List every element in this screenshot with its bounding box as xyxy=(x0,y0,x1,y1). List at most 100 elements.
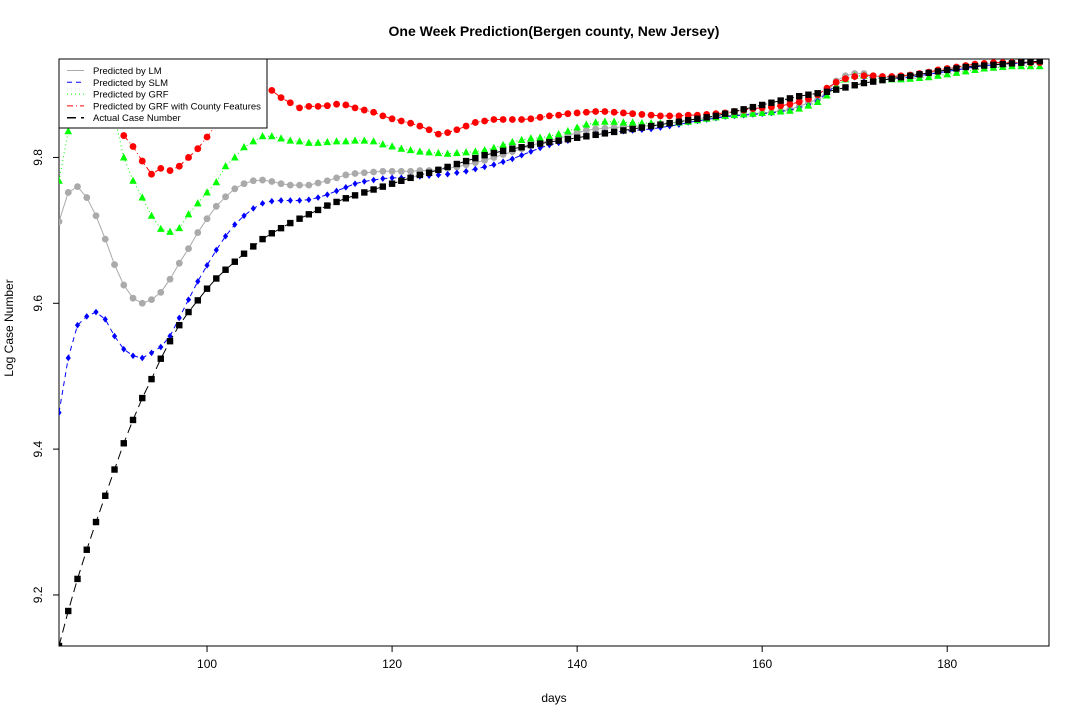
data-point xyxy=(499,140,507,149)
data-point xyxy=(601,124,609,132)
data-point xyxy=(990,61,997,69)
data-point xyxy=(129,143,137,150)
series-line xyxy=(59,65,1040,233)
data-point xyxy=(102,316,108,323)
data-point xyxy=(628,118,637,126)
data-point xyxy=(481,152,488,159)
data-point xyxy=(592,125,600,133)
data-point xyxy=(249,137,258,145)
data-point xyxy=(758,108,766,116)
data-point xyxy=(453,160,461,168)
data-point xyxy=(675,112,683,120)
data-point xyxy=(758,101,766,109)
data-point xyxy=(416,122,424,130)
data-point xyxy=(592,108,600,115)
data-point xyxy=(120,440,127,447)
data-point xyxy=(554,129,563,138)
series-line xyxy=(123,62,1040,175)
data-point xyxy=(111,332,118,340)
data-point xyxy=(564,110,572,118)
data-point xyxy=(694,115,701,122)
data-point xyxy=(1018,59,1025,66)
data-point xyxy=(74,183,81,191)
data-point xyxy=(490,143,498,151)
data-point xyxy=(230,153,239,161)
data-point xyxy=(176,321,183,329)
data-point xyxy=(314,138,322,146)
data-point xyxy=(129,176,137,184)
data-point xyxy=(435,171,441,179)
data-point xyxy=(193,199,202,207)
data-point xyxy=(259,176,266,184)
data-point xyxy=(379,183,387,190)
data-point xyxy=(434,148,443,157)
data-point xyxy=(231,258,238,265)
data-point xyxy=(721,110,729,117)
data-point xyxy=(480,145,489,154)
data-point xyxy=(157,355,164,362)
data-point xyxy=(157,164,165,172)
data-point xyxy=(454,169,460,177)
data-point xyxy=(120,132,128,139)
data-point xyxy=(306,196,312,204)
data-point xyxy=(351,104,359,112)
data-point xyxy=(92,212,100,220)
data-point xyxy=(860,72,868,80)
data-point xyxy=(629,110,637,118)
data-point xyxy=(194,145,202,153)
data-point xyxy=(823,88,831,96)
data-point xyxy=(398,177,405,184)
data-point xyxy=(527,141,535,149)
data-point xyxy=(379,112,387,120)
data-point xyxy=(536,113,544,121)
data-point xyxy=(361,189,368,196)
data-point xyxy=(777,97,784,104)
data-point xyxy=(111,261,118,269)
data-point xyxy=(213,246,219,254)
data-point xyxy=(203,285,211,292)
data-point xyxy=(527,115,535,123)
data-point xyxy=(195,278,201,285)
data-point xyxy=(434,130,442,138)
data-point xyxy=(934,71,942,79)
data-point xyxy=(657,112,664,120)
data-point xyxy=(203,133,211,141)
data-point xyxy=(842,75,849,83)
data-point xyxy=(499,116,507,123)
data-point xyxy=(851,82,858,89)
data-point xyxy=(453,126,461,134)
data-point xyxy=(175,223,184,232)
data-point xyxy=(508,137,517,146)
data-point xyxy=(296,104,303,112)
data-point xyxy=(1027,59,1034,66)
data-point xyxy=(351,192,359,199)
data-point xyxy=(684,111,692,119)
legend-label: Predicted by GRF xyxy=(93,90,169,101)
data-point xyxy=(962,63,969,71)
data-point xyxy=(573,109,581,117)
data-point xyxy=(517,135,526,143)
data-point xyxy=(555,111,563,119)
data-point xyxy=(666,112,674,120)
data-point xyxy=(351,170,359,177)
data-point xyxy=(148,375,155,383)
data-point xyxy=(370,168,377,176)
data-point xyxy=(323,177,331,185)
y-tick-label: 9.2 xyxy=(31,586,45,603)
data-point xyxy=(703,114,710,121)
y-tick-label: 9.4 xyxy=(31,440,45,457)
data-point xyxy=(647,122,655,130)
series-layer xyxy=(59,59,1044,646)
data-point xyxy=(731,108,738,115)
data-point xyxy=(638,111,646,118)
data-point xyxy=(64,126,73,135)
data-point xyxy=(194,229,202,236)
data-point xyxy=(342,171,350,179)
series-4 xyxy=(59,59,1043,646)
data-point xyxy=(638,124,646,131)
data-point xyxy=(258,132,267,140)
data-point xyxy=(444,170,451,178)
data-point xyxy=(277,180,285,188)
data-point xyxy=(389,174,395,182)
